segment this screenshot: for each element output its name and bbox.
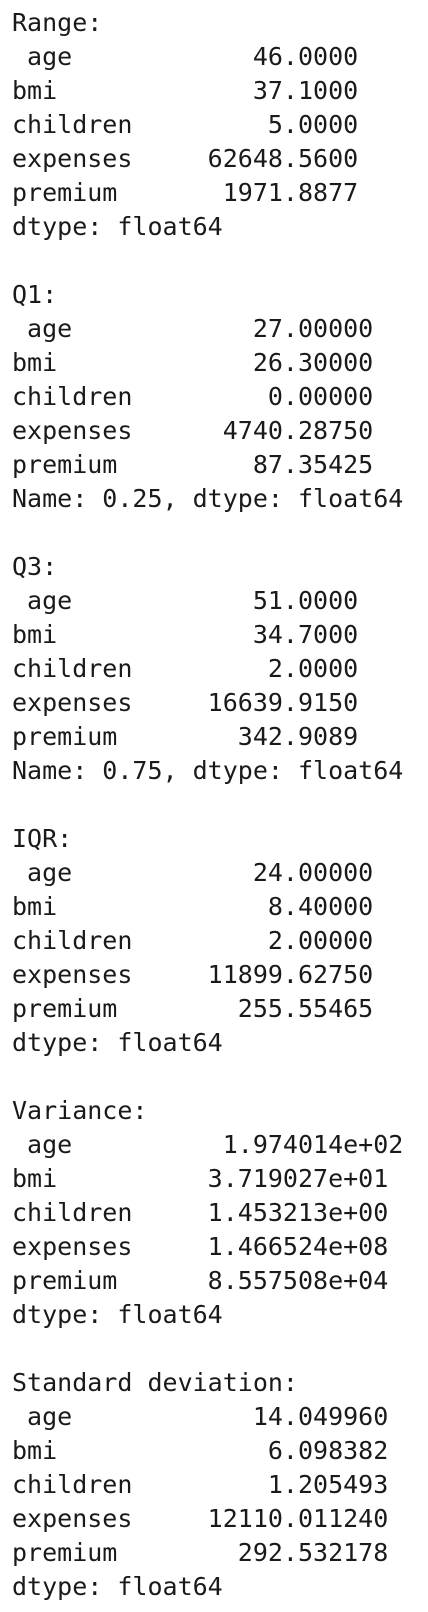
output-line: children 2.0000	[12, 654, 359, 683]
output-line: premium 87.35425	[12, 450, 374, 479]
output-line: bmi 6.098382	[12, 1436, 389, 1465]
output-line: premium 255.55465	[12, 994, 374, 1023]
output-line: expenses 1.466524e+08	[12, 1232, 389, 1261]
output-line: dtype: float64	[12, 1572, 223, 1601]
output-line: bmi 3.719027e+01	[12, 1164, 389, 1193]
output-line: IQR:	[12, 824, 73, 853]
output-line: Name: 0.75, dtype: float64	[12, 756, 404, 785]
output-line: age 24.00000	[12, 858, 374, 887]
output-line: expenses 4740.28750	[12, 416, 374, 445]
output-line: premium 1971.8877	[12, 178, 359, 207]
output-line: dtype: float64	[12, 1028, 223, 1057]
output-line: expenses 16639.9150	[12, 688, 359, 717]
output-line: Name: 0.25, dtype: float64	[12, 484, 404, 513]
output-line: age 27.00000	[12, 314, 374, 343]
output-line: expenses 12110.011240	[12, 1504, 389, 1533]
output-line: bmi 37.1000	[12, 76, 359, 105]
output-line: bmi 34.7000	[12, 620, 359, 649]
output-line: bmi 8.40000	[12, 892, 374, 921]
output-line: children 2.00000	[12, 926, 374, 955]
output-line: age 51.0000	[12, 586, 359, 615]
output-line	[12, 516, 428, 550]
output-line: dtype: float64	[12, 1300, 223, 1329]
output-line	[12, 788, 428, 822]
output-line: bmi 26.30000	[12, 348, 374, 377]
output-line	[12, 1332, 428, 1366]
output-line: children 0.00000	[12, 382, 374, 411]
output-line: Q3:	[12, 552, 58, 581]
output-line: Standard deviation:	[12, 1368, 298, 1397]
output-line: premium 292.532178	[12, 1538, 389, 1567]
output-line	[12, 244, 428, 278]
output-line: children 5.0000	[12, 110, 359, 139]
output-line: dtype: float64	[12, 212, 223, 241]
output-line: premium 342.9089	[12, 722, 359, 751]
output-line: Variance:	[12, 1096, 148, 1125]
output-line: expenses 11899.62750	[12, 960, 374, 989]
output-line: children 1.453213e+00	[12, 1198, 389, 1227]
output-line: children 1.205493	[12, 1470, 389, 1499]
output-line	[12, 1060, 428, 1094]
output-line: age 1.974014e+02	[12, 1130, 404, 1159]
output-line: Range:	[12, 8, 103, 37]
output-line: age 46.0000	[12, 42, 359, 71]
output-line: premium 8.557508e+04	[12, 1266, 389, 1295]
output-line: age 14.049960	[12, 1402, 389, 1431]
output-line: Q1:	[12, 280, 58, 309]
output-line: expenses 62648.5600	[12, 144, 359, 173]
